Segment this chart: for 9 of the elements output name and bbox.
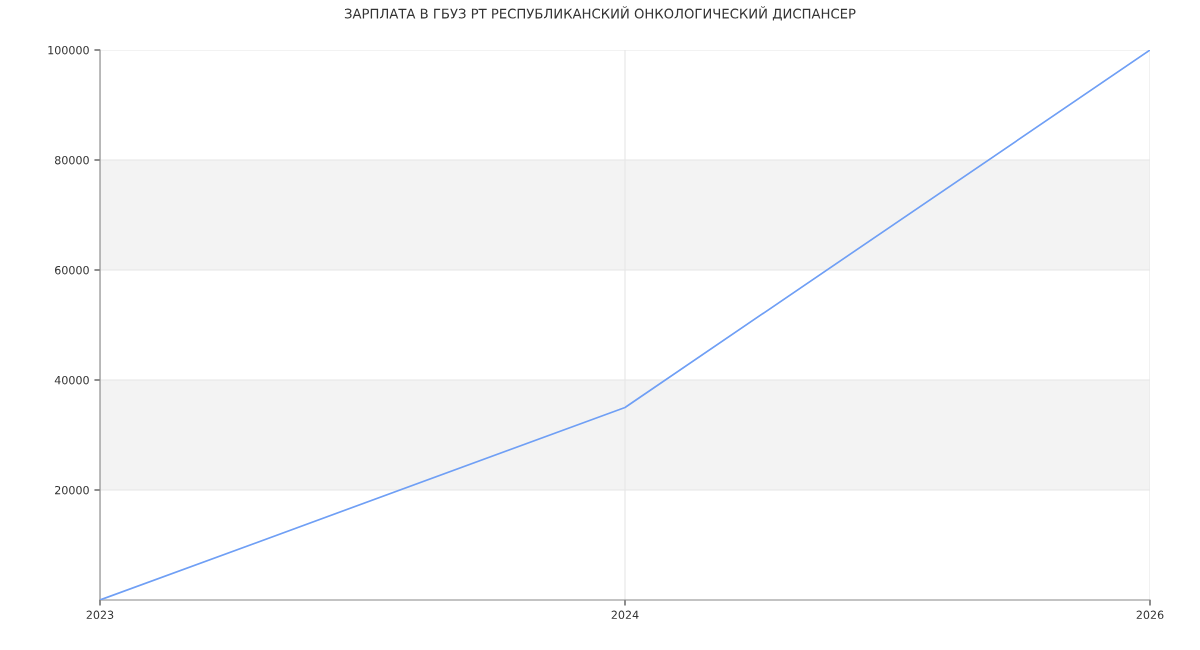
x-tick-label: 2023	[86, 610, 114, 620]
chart-title: ЗАРПЛАТА В ГБУЗ РТ РЕСПУБЛИКАНСКИЙ ОНКОЛОГИЧЕСКИЙ ДИСПАНСЕР	[344, 6, 856, 21]
y-tick-label: 60000	[55, 265, 89, 275]
y-tick-label: 20000	[55, 485, 89, 495]
y-tick-label: 100000	[48, 45, 89, 55]
x-tick-label: 2024	[611, 610, 639, 620]
y-tick-label: 40000	[54, 375, 89, 385]
y-tick-label: 80000	[54, 155, 89, 165]
x-tick-label: 2026	[1136, 610, 1164, 620]
